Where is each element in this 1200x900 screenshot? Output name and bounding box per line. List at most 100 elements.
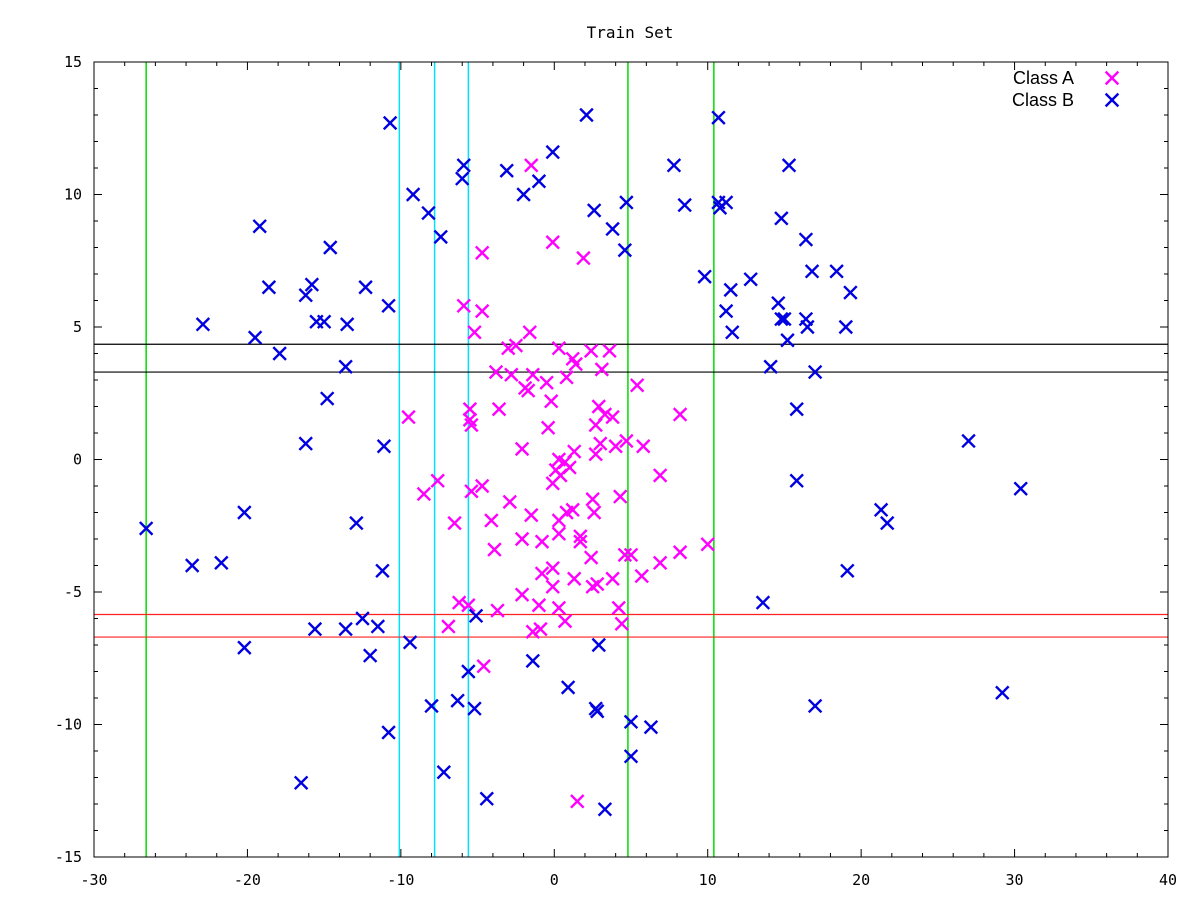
data-point <box>718 195 734 210</box>
data-point <box>725 325 740 340</box>
marker-stroke <box>617 242 633 258</box>
marker-stroke <box>594 362 610 377</box>
marker-stroke <box>545 560 560 576</box>
data-point <box>476 659 491 674</box>
marker-stroke <box>424 698 439 714</box>
marker-stroke <box>579 107 594 123</box>
data-point <box>643 719 659 735</box>
x-tick-label: 20 <box>852 871 870 889</box>
data-point <box>700 537 715 552</box>
data-point <box>338 621 353 637</box>
data-point <box>214 555 229 571</box>
marker-stroke <box>789 401 804 417</box>
data-point <box>358 280 373 295</box>
marker-stroke <box>570 794 585 809</box>
data-point <box>840 563 855 578</box>
y-tick-label: 0 <box>73 451 82 469</box>
marker-stroke <box>588 417 603 433</box>
plot-frame <box>93 61 1169 858</box>
marker-stroke <box>1104 70 1120 86</box>
marker-stroke <box>807 364 823 380</box>
data-point <box>576 250 591 266</box>
data-point <box>447 515 462 531</box>
data-point <box>559 370 574 385</box>
marker-stroke <box>456 158 471 173</box>
marker-stroke <box>462 412 478 427</box>
marker-stroke <box>491 401 507 417</box>
marker-stroke <box>804 264 820 279</box>
marker-stroke <box>540 420 556 435</box>
data-point <box>807 364 823 380</box>
marker-stroke <box>381 725 396 740</box>
marker-stroke <box>474 303 490 319</box>
data-point <box>573 534 588 549</box>
marker-stroke <box>623 749 639 764</box>
data-point <box>586 505 602 520</box>
data-point <box>557 613 573 629</box>
data-point <box>672 407 688 422</box>
data-point <box>416 486 432 502</box>
data-point <box>430 473 445 488</box>
marker-stroke <box>755 595 771 610</box>
y-tick-label: 5 <box>73 318 82 336</box>
marker-stroke <box>995 685 1010 700</box>
marker-stroke <box>362 648 378 663</box>
marker-stroke <box>474 245 490 260</box>
marker-stroke <box>780 333 795 348</box>
legend-marker <box>1104 70 1120 86</box>
data-point <box>551 341 567 356</box>
marker-stroke <box>320 391 335 406</box>
marker-stroke <box>590 576 605 592</box>
data-point <box>590 704 605 719</box>
data-point <box>605 571 620 586</box>
x-tick-label: 10 <box>699 871 717 889</box>
marker-stroke <box>672 407 688 422</box>
marker-stroke <box>545 144 560 160</box>
marker-stroke <box>436 765 452 780</box>
data-point <box>338 359 353 374</box>
data-point <box>298 436 313 451</box>
data-point <box>995 685 1010 700</box>
data-point <box>843 285 858 300</box>
marker-stroke <box>711 110 726 125</box>
marker-stroke <box>559 370 574 385</box>
data-point <box>588 417 603 433</box>
data-point <box>591 399 606 414</box>
data-point <box>484 513 499 528</box>
marker-stroke <box>490 603 505 618</box>
data-point <box>402 635 418 650</box>
data-point <box>652 468 668 483</box>
marker-stroke <box>338 359 353 374</box>
marker-stroke <box>565 351 580 366</box>
data-point <box>323 240 338 255</box>
marker-stroke <box>441 619 456 634</box>
data-point <box>461 664 476 679</box>
data-point <box>743 272 758 287</box>
y-tick-label: -15 <box>55 848 82 866</box>
marker-stroke <box>514 441 530 457</box>
data-point <box>375 563 390 578</box>
data-point <box>568 356 583 372</box>
data-point <box>521 383 536 398</box>
marker-stroke <box>608 439 623 454</box>
data-point <box>339 317 355 332</box>
marker-stroke <box>474 478 490 494</box>
data-point <box>623 547 639 563</box>
marker-stroke <box>534 566 550 581</box>
marker-stroke <box>467 701 482 716</box>
marker-stroke <box>591 399 606 414</box>
data-point <box>838 319 853 335</box>
marker-stroke <box>525 367 541 382</box>
marker-stroke <box>623 547 639 563</box>
marker-stroke <box>623 714 639 730</box>
data-point <box>491 401 507 417</box>
data-point <box>613 489 628 504</box>
marker-stroke <box>501 341 516 356</box>
data-point <box>307 621 323 637</box>
data-point <box>800 319 815 335</box>
marker-stroke <box>605 571 620 586</box>
marker-stroke <box>484 513 499 528</box>
data-point <box>551 526 567 541</box>
